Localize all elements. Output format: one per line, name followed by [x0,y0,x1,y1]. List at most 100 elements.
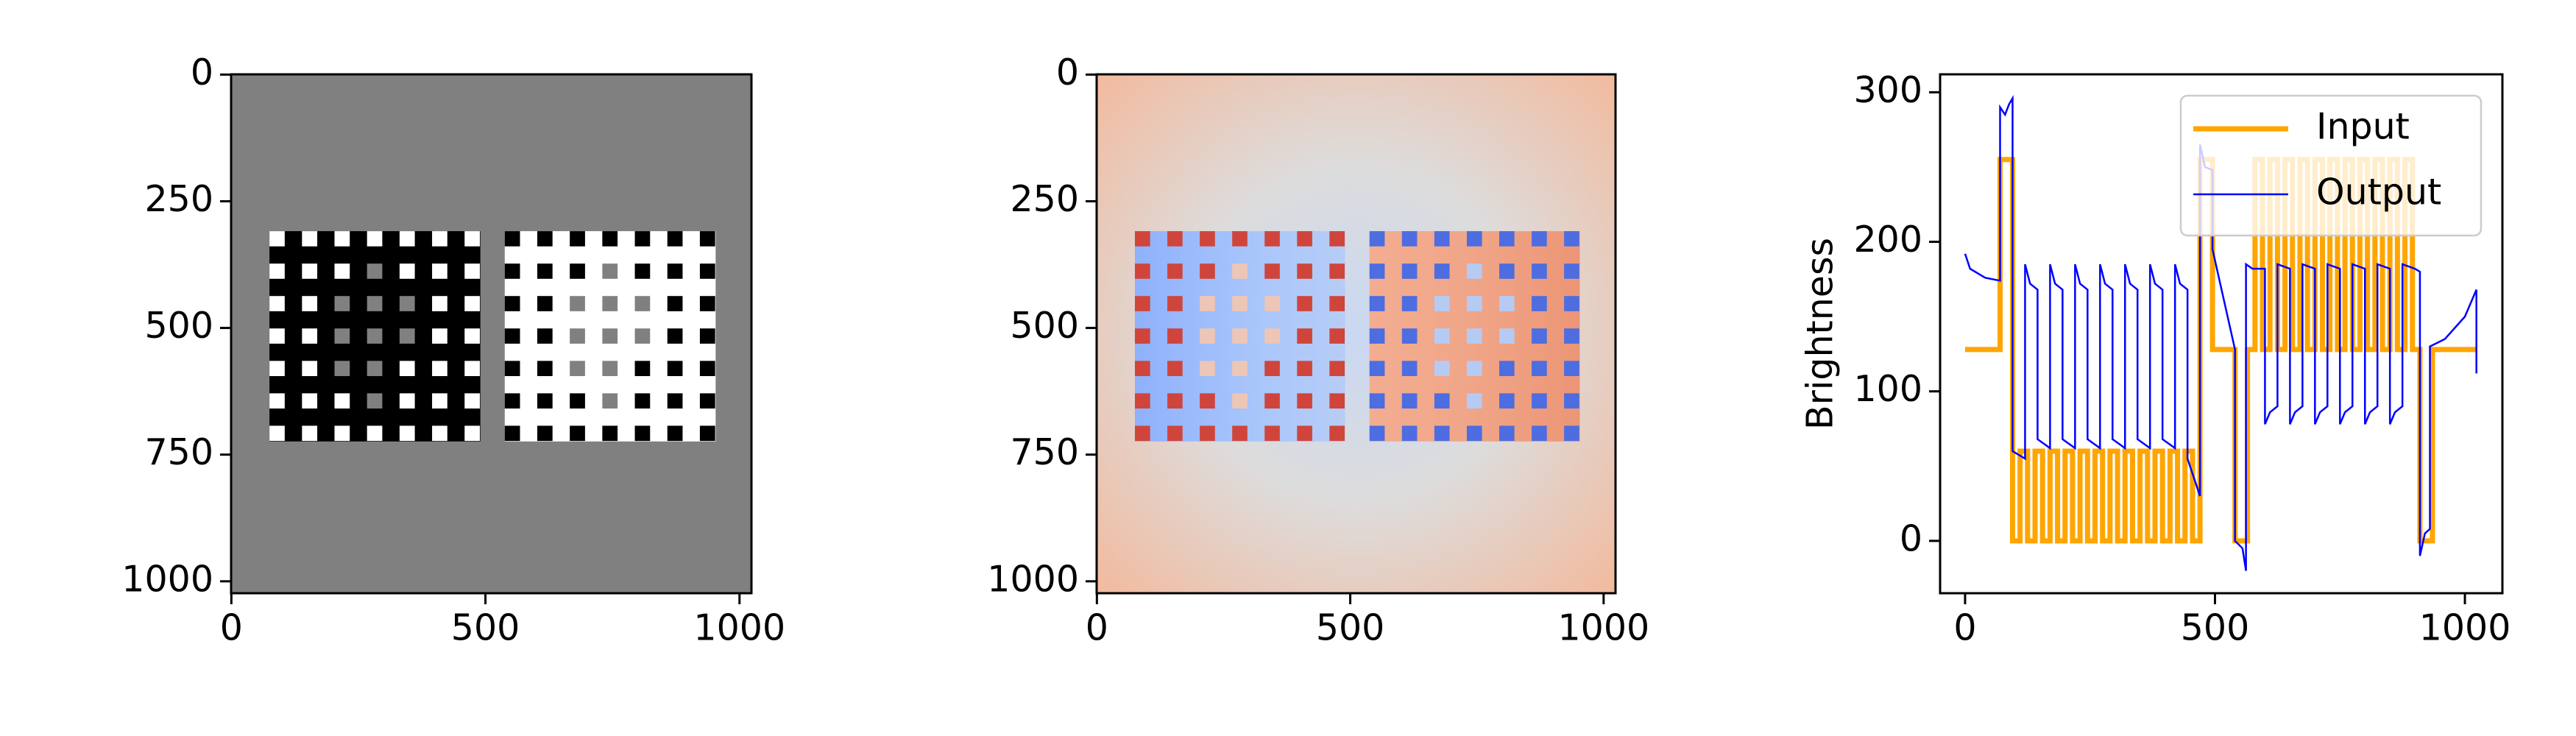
pattern-square [1167,328,1183,344]
pattern-square [1329,296,1345,311]
pattern-square [1167,231,1183,247]
pattern-square [367,425,383,442]
pattern-square [1200,361,1215,376]
x-tick-label: 1000 [693,607,785,649]
pattern-square [602,425,618,442]
pattern-square [1329,328,1345,344]
pattern-square [1297,425,1312,442]
pattern-square [1200,296,1215,311]
y-tick-label: 750 [144,431,213,473]
pattern-square [334,263,350,279]
pattern-square [1232,231,1248,247]
pattern-square [602,361,618,376]
x-tick-label: 1000 [1557,607,1649,649]
pattern-square [1498,425,1515,442]
pattern-square [1297,393,1312,409]
pattern-square [667,296,683,311]
pattern-square [1369,296,1385,311]
pattern-square [367,328,383,344]
pattern-square [1134,263,1150,279]
pattern-square [1369,425,1385,442]
pattern-square [399,263,415,279]
pattern-square [1401,296,1418,311]
legend-label: Output [2316,171,2441,213]
pattern-square [537,361,553,376]
pattern-square [1369,328,1385,344]
pattern-square [1532,231,1547,247]
pattern-square [1232,328,1248,344]
pattern-square [432,296,447,311]
pattern-square [1167,263,1183,279]
pattern-square [1466,263,1482,279]
pattern-square [1369,231,1385,247]
pattern-square [367,296,383,311]
pattern-square [432,231,447,247]
pattern-square [1297,263,1312,279]
pattern-square [399,231,415,247]
pattern-square [1232,361,1248,376]
pattern-square [1232,296,1248,311]
pattern-square [1329,231,1345,247]
pattern-square [504,425,520,442]
pattern-square [699,296,715,311]
pattern-square [699,231,715,247]
pattern-square [464,328,480,344]
pattern-square [432,361,447,376]
pattern-square [464,296,480,311]
pattern-square [667,361,683,376]
pattern-square [1134,393,1150,409]
pattern-square [634,425,651,442]
pattern-square [504,393,520,409]
pattern-square [1329,361,1345,376]
pattern-square [602,296,618,311]
pattern-square [1297,231,1312,247]
pattern-square [1466,425,1482,442]
pattern-square [1264,361,1280,376]
pattern-square [1498,393,1515,409]
pattern-square [464,361,480,376]
pattern-square [1498,263,1515,279]
pattern-square [1297,361,1312,376]
pattern-square [399,328,415,344]
pattern-square [1498,361,1515,376]
x-tick-label: 500 [451,607,520,649]
y-tick-label: 0 [1056,52,1079,93]
pattern-square [1532,393,1547,409]
x-tick-label: 500 [2181,607,2250,649]
y-tick-label: 100 [1853,368,1922,410]
pattern-square [1369,393,1385,409]
pattern-square [537,231,553,247]
pattern-square [399,393,415,409]
pattern-square [269,425,285,442]
pattern-square [1134,328,1150,344]
pattern-square [367,263,383,279]
pattern-square [1564,393,1579,409]
pattern-square [504,361,520,376]
pattern-square [1532,296,1547,311]
pattern-square [667,393,683,409]
axes-frame [1939,73,2504,595]
pattern-square [1167,361,1183,376]
pattern-square [1200,328,1215,344]
pattern-square [570,425,585,442]
pattern-square [1401,425,1418,442]
pattern-square [634,361,651,376]
pattern-square [1264,328,1280,344]
pattern-square [1401,361,1418,376]
pattern-square [1167,425,1183,442]
pattern-square [1498,296,1515,311]
pattern-square [1532,328,1547,344]
pattern-square [504,296,520,311]
pattern-square [1167,296,1183,311]
pattern-square [667,425,683,442]
pattern-square [1498,231,1515,247]
pattern-square [1564,328,1579,344]
pattern-square [634,296,651,311]
x-tick-label: 1000 [2419,607,2511,649]
pattern-square [302,393,318,409]
y-tick-label: 1000 [987,558,1079,600]
pattern-square [537,328,553,344]
pattern-square [1434,425,1450,442]
pattern-square [302,425,318,442]
